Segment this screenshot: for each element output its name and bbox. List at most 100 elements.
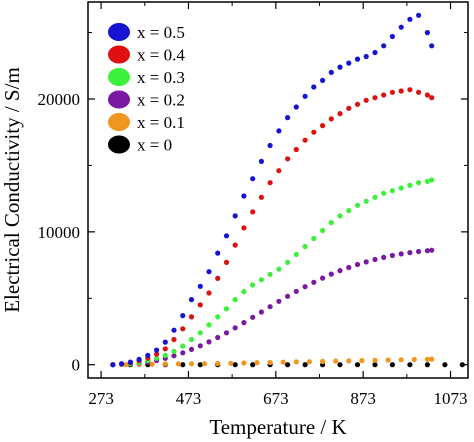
data-point xyxy=(171,327,177,333)
data-point xyxy=(232,213,238,219)
data-point xyxy=(302,284,308,290)
data-point xyxy=(145,352,151,358)
data-point xyxy=(398,24,404,30)
data-point xyxy=(215,360,221,367)
legend: x = 0.5 x = 0.4 x = 0.3 x = 0.2 x = 0.1 x = 0 xyxy=(108,23,185,155)
data-point xyxy=(149,361,155,367)
data-point xyxy=(337,111,343,117)
data-point xyxy=(180,343,186,349)
data-point xyxy=(206,322,212,328)
data-point xyxy=(215,250,221,256)
legend-marker xyxy=(108,113,130,131)
data-point xyxy=(363,97,369,103)
data-point xyxy=(429,95,435,101)
data-point xyxy=(250,282,256,288)
data-point xyxy=(250,314,256,320)
data-point xyxy=(424,29,430,36)
data-point xyxy=(197,330,203,336)
data-point xyxy=(346,208,352,214)
data-point xyxy=(267,271,273,277)
data-point xyxy=(363,198,369,204)
data-point xyxy=(197,362,203,368)
data-point xyxy=(206,339,212,345)
data-point xyxy=(429,247,435,253)
x-tick-label: 873 xyxy=(350,389,376,408)
data-point xyxy=(175,361,181,367)
data-point xyxy=(442,362,448,368)
data-point xyxy=(346,264,352,271)
data-point xyxy=(254,360,260,366)
data-point xyxy=(346,60,352,66)
data-point xyxy=(228,360,234,366)
data-point xyxy=(276,168,282,174)
data-point xyxy=(180,350,186,356)
data-point xyxy=(258,277,264,283)
data-point xyxy=(285,115,291,121)
data-point xyxy=(320,275,326,281)
data-point xyxy=(223,330,230,336)
data-point xyxy=(276,298,282,304)
data-point xyxy=(180,313,186,319)
data-point xyxy=(241,360,247,366)
data-point xyxy=(162,346,168,352)
data-point xyxy=(306,359,312,365)
data-point xyxy=(127,359,133,365)
data-point xyxy=(180,326,186,332)
plot-frame xyxy=(87,1,469,379)
data-point xyxy=(311,84,317,90)
data-point xyxy=(429,356,435,362)
data-point xyxy=(333,358,339,364)
data-point xyxy=(197,302,203,308)
data-point xyxy=(389,188,395,194)
data-point xyxy=(429,177,435,183)
data-point xyxy=(180,362,186,368)
data-point xyxy=(267,359,273,366)
data-point xyxy=(188,361,195,367)
data-point xyxy=(328,220,334,226)
data-point xyxy=(407,16,413,22)
data-point xyxy=(389,33,395,40)
data-point xyxy=(416,248,422,255)
data-point xyxy=(250,362,256,368)
data-point xyxy=(407,362,413,368)
data-point xyxy=(258,158,264,164)
data-point xyxy=(407,250,413,256)
data-point xyxy=(424,92,430,98)
data-point xyxy=(206,290,212,296)
data-point xyxy=(123,362,129,368)
data-point xyxy=(328,271,334,277)
data-point xyxy=(320,358,326,364)
y-tick-label: 10000 xyxy=(38,223,81,242)
data-point xyxy=(241,320,247,326)
data-point xyxy=(398,357,404,363)
data-point xyxy=(162,361,168,367)
legend-label: x = 0.4 xyxy=(137,46,185,65)
data-point xyxy=(285,293,291,299)
y-axis-title: Electrical Conductivity / S/m xyxy=(0,67,24,313)
data-point xyxy=(258,194,264,200)
data-point xyxy=(328,116,334,122)
data-point xyxy=(293,104,299,110)
axis-ticks: 273 473 673 873 1073 0 10000 20000 xyxy=(38,2,468,408)
data-point xyxy=(381,43,387,49)
legend-marker xyxy=(108,68,130,86)
data-point xyxy=(381,190,387,196)
data-point xyxy=(302,93,308,99)
data-point xyxy=(311,129,317,135)
data-point xyxy=(293,288,299,294)
data-point xyxy=(154,355,160,361)
data-point xyxy=(354,362,361,368)
data-point xyxy=(372,49,378,56)
data-point xyxy=(354,261,361,268)
data-point xyxy=(202,361,208,367)
data-point xyxy=(171,348,177,354)
data-point xyxy=(416,12,422,18)
data-point xyxy=(285,259,291,265)
data-point xyxy=(311,235,317,242)
data-point xyxy=(320,227,326,234)
data-point xyxy=(372,95,378,101)
legend-marker xyxy=(108,45,130,64)
data-point xyxy=(250,209,256,215)
data-point xyxy=(188,297,195,303)
